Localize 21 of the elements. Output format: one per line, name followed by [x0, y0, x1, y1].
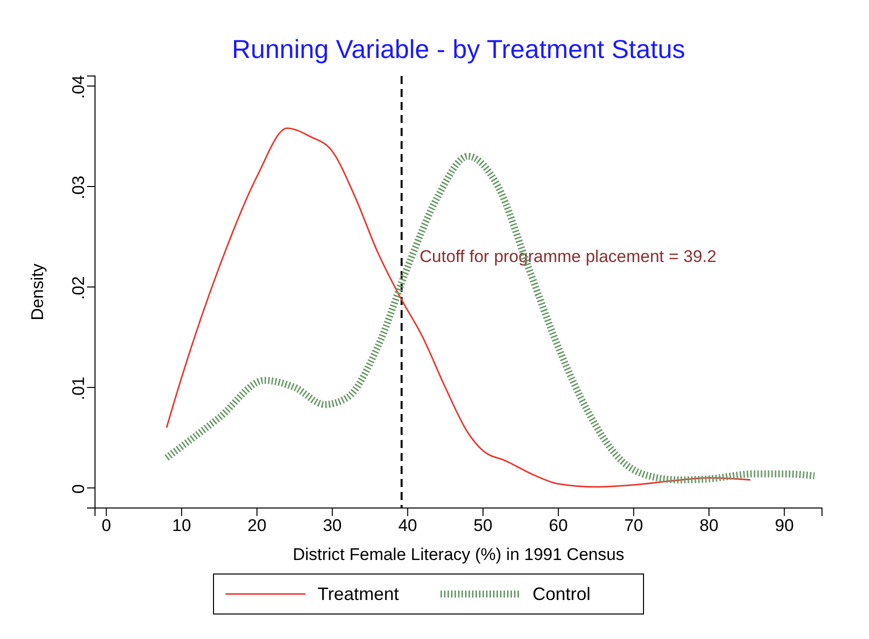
x-tick-label: 10	[172, 516, 192, 536]
y-tick-label: .03	[68, 176, 88, 200]
x-tick-label: 0	[102, 516, 112, 536]
legend-label: Treatment	[318, 584, 399, 604]
x-tick-label: 50	[474, 516, 492, 536]
x-tick-label: 20	[248, 516, 266, 536]
x-tick-label: 70	[624, 516, 644, 536]
x-tick-label: 40	[398, 516, 418, 536]
x-tick-label: 80	[700, 516, 718, 536]
y-tick-label: .02	[68, 276, 88, 300]
x-tick-label: 60	[548, 516, 568, 536]
y-axis-title: Density	[28, 263, 47, 320]
legend-label: Control	[532, 584, 591, 604]
y-tick-label: .01	[68, 376, 88, 400]
x-tick-label: 30	[322, 516, 342, 536]
y-tick-label: 0	[68, 484, 88, 494]
line-series	[166, 127, 752, 488]
y-tick-label: .04	[68, 75, 88, 99]
chart-title: Running Variable - by Treatment Status	[232, 34, 686, 64]
x-tick-label: 90	[774, 516, 794, 536]
x-axis-title: District Female Literacy (%) in 1991 Census	[292, 545, 624, 564]
